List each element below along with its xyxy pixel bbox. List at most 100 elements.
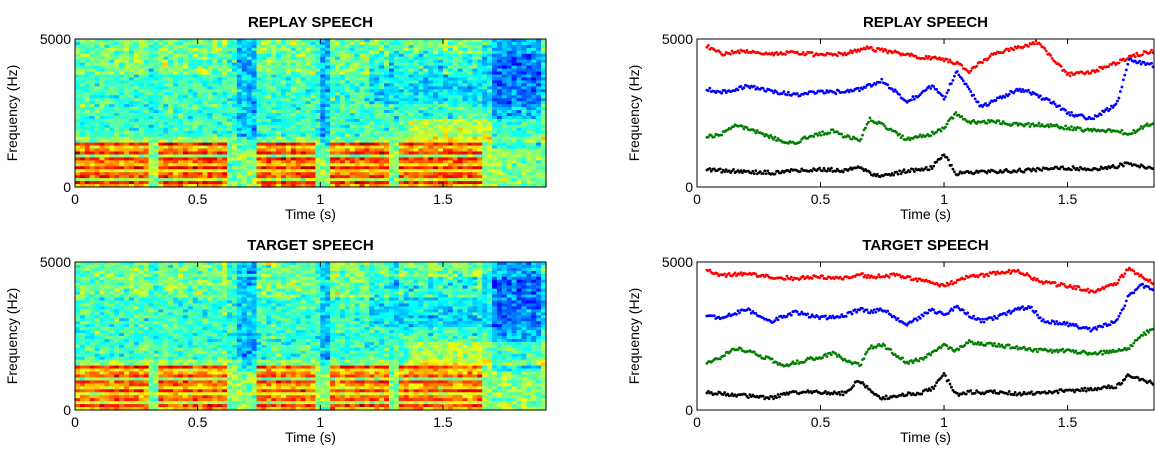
spectrogram-cell bbox=[148, 115, 155, 120]
spectrogram-cell bbox=[138, 169, 145, 173]
spectrogram-cell bbox=[227, 41, 233, 46]
spectrogram-cell bbox=[295, 175, 302, 179]
spectrogram-cell bbox=[158, 113, 164, 117]
spectrogram-cell bbox=[217, 62, 223, 67]
spectrogram-cell bbox=[133, 121, 140, 126]
spectrogram-cell bbox=[79, 118, 86, 123]
spectrogram-cell bbox=[295, 92, 302, 96]
spectrogram-cell bbox=[261, 151, 267, 156]
spectrogram-cell bbox=[168, 166, 174, 170]
spectrogram-cell bbox=[79, 53, 86, 58]
spectrogram-cell bbox=[84, 184, 91, 188]
spectrogram-cell bbox=[290, 95, 297, 99]
spectrogram-cell bbox=[227, 163, 233, 167]
spectrogram-cell bbox=[89, 53, 96, 58]
spectrogram-cell bbox=[148, 92, 155, 96]
spectrogram-cell bbox=[79, 86, 86, 90]
spectrogram-cell bbox=[75, 130, 81, 135]
spectrogram-cell bbox=[94, 113, 101, 117]
spectrogram-cell bbox=[79, 184, 86, 188]
spectrogram-cell bbox=[109, 95, 115, 99]
spectrogram-cell bbox=[276, 104, 282, 108]
spectrogram-cell bbox=[246, 50, 253, 55]
spectrogram-cell bbox=[192, 148, 199, 153]
spectrogram-cell bbox=[99, 95, 106, 99]
spectrogram-cell bbox=[281, 59, 287, 64]
formant-series-1 bbox=[705, 39, 1155, 78]
spectrogram-cell bbox=[305, 83, 312, 87]
spectrogram-cell bbox=[300, 92, 307, 96]
spectrogram-cell bbox=[99, 83, 106, 87]
spectrogram-cell bbox=[222, 74, 228, 79]
spectrogram-cell bbox=[79, 98, 86, 102]
spectrogram-cell bbox=[281, 41, 287, 46]
spectrogram-cell bbox=[182, 74, 189, 79]
spectrogram-cell bbox=[236, 175, 243, 179]
spectrogram-cell bbox=[143, 68, 150, 73]
spectrogram-cell bbox=[158, 65, 164, 70]
spectrogram-cell bbox=[75, 92, 81, 96]
spectrogram-cell bbox=[104, 74, 110, 79]
spectrogram-cell bbox=[168, 92, 174, 96]
spectrogram-cell bbox=[281, 148, 287, 153]
spectrogram-cell bbox=[197, 181, 204, 185]
spectrogram-cell bbox=[241, 53, 248, 58]
spectrogram-cell bbox=[158, 110, 164, 114]
spectrogram-cell bbox=[89, 71, 96, 76]
spectrogram-cell bbox=[143, 59, 150, 64]
spectrogram-cell bbox=[232, 89, 238, 93]
spectrogram-cell bbox=[187, 110, 194, 114]
spectrogram-cell bbox=[271, 160, 277, 164]
spectrogram-cell bbox=[266, 98, 272, 102]
spectrogram-cell bbox=[119, 136, 125, 141]
spectrogram-cell bbox=[109, 113, 115, 117]
spectrogram-cell bbox=[207, 181, 213, 185]
spectrogram-cell bbox=[153, 163, 160, 167]
spectrogram-cell bbox=[133, 160, 140, 164]
spectrogram-cell bbox=[256, 65, 263, 70]
spectrogram-cell bbox=[148, 71, 155, 76]
spectrogram-cell bbox=[256, 145, 263, 150]
spectrogram-cell bbox=[75, 160, 81, 164]
spectrogram-cell bbox=[128, 160, 135, 164]
spectrogram-cell bbox=[192, 172, 199, 176]
spectrogram-cell bbox=[168, 68, 174, 73]
spectrogram-cell bbox=[295, 127, 302, 132]
spectrogram-cell bbox=[143, 181, 150, 185]
spectrogram-cell bbox=[187, 118, 194, 123]
spectrogram-cell bbox=[94, 151, 101, 156]
spectrogram-cell bbox=[290, 98, 297, 102]
spectrogram-cell bbox=[192, 178, 199, 182]
spectrogram-cell bbox=[251, 65, 258, 70]
spectrogram-cell bbox=[173, 56, 179, 61]
spectrogram-cell bbox=[148, 118, 155, 123]
spectrogram-cell bbox=[251, 113, 258, 117]
spectrogram-cell bbox=[212, 124, 218, 129]
spectrogram-cell bbox=[104, 89, 110, 93]
spectrogram-cell bbox=[266, 139, 272, 144]
spectrogram-cell bbox=[232, 160, 238, 164]
spectrogram-cell bbox=[202, 133, 209, 138]
spectrogram-cell bbox=[133, 68, 140, 73]
spectrogram-cell bbox=[163, 148, 169, 153]
spectrogram-cell bbox=[109, 62, 115, 67]
spectrogram-cell bbox=[281, 142, 287, 147]
spectrogram-cell bbox=[182, 77, 189, 82]
spectrogram-cell bbox=[168, 133, 174, 138]
spectrogram-cell bbox=[295, 101, 302, 105]
spectrogram-cell bbox=[207, 110, 213, 114]
formant-point bbox=[884, 49, 888, 52]
spectrogram-cell bbox=[217, 178, 223, 182]
spectrogram-cell bbox=[232, 83, 238, 87]
spectrogram-cell bbox=[212, 110, 218, 114]
spectrogram-cell bbox=[153, 145, 160, 150]
spectrogram-cell bbox=[153, 107, 160, 111]
spectrogram-cell bbox=[153, 95, 160, 99]
spectrogram-cell bbox=[178, 148, 184, 153]
spectrogram-cell bbox=[124, 124, 130, 129]
spectrogram-cell bbox=[163, 77, 169, 82]
spectrogram-cell bbox=[104, 80, 110, 84]
spectrogram-cell bbox=[276, 65, 282, 70]
spectrogram-cell bbox=[163, 47, 169, 52]
spectrogram-cell bbox=[261, 118, 267, 123]
